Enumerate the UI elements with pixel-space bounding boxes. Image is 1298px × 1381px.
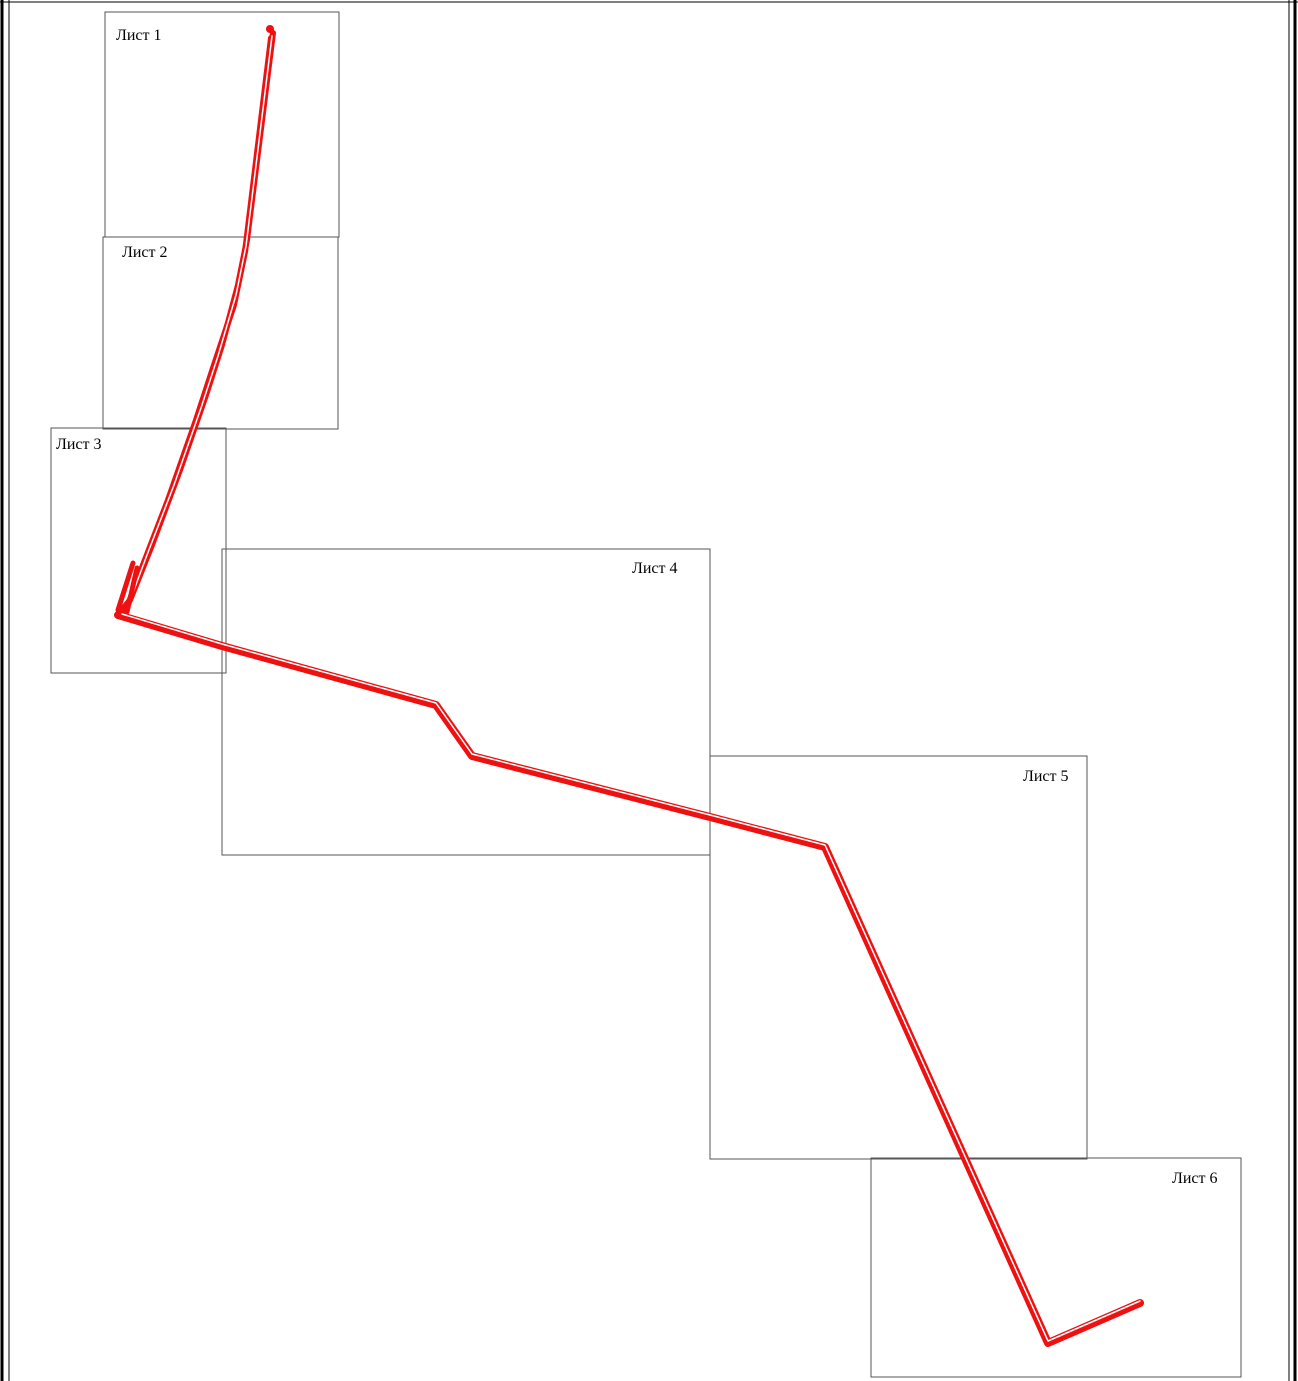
route-strand-b [123,35,274,613]
sheet-1-frame[interactable] [104,11,340,238]
sheet-5-label: Лист 5 [1023,768,1069,785]
route-strand-a [115,30,276,618]
sheet-3-frame[interactable] [50,427,227,674]
route-main-highlight [121,613,1141,1342]
sheet-6-label: Лист 6 [1172,1170,1218,1187]
route-start-point [266,25,274,33]
sheet-3-label: Лист 3 [56,436,102,453]
route-spur [115,560,140,615]
route-main [114,611,1144,1347]
sheet-2-label: Лист 2 [122,244,168,261]
route-line [114,25,1144,1347]
sheet-6-frame[interactable] [870,1157,1242,1378]
sheet-grid [50,11,1242,1378]
sheet-4-label: Лист 4 [632,560,678,577]
sheet-labels: Лист 1 Лист 2 Лист 3 Лист 4 Лист 5 Лист … [56,27,1218,1187]
sheet-4-frame[interactable] [221,548,711,856]
sheet-5-frame[interactable] [709,755,1088,1160]
sheet-2-frame[interactable] [102,236,339,430]
sheet-1-label: Лист 1 [116,27,162,44]
route-strand-b-highlight [127,35,273,607]
